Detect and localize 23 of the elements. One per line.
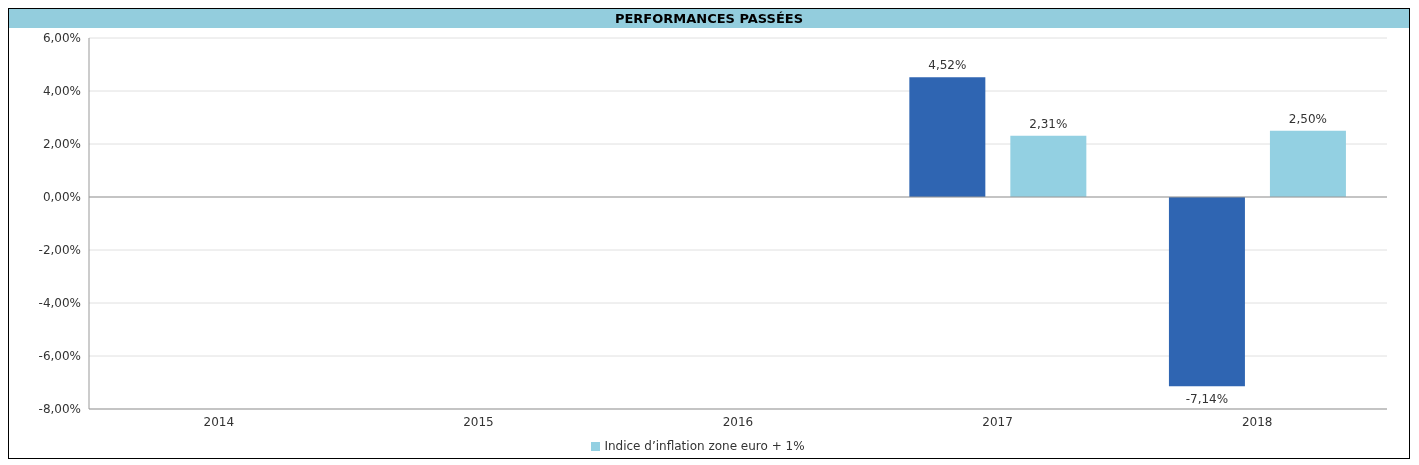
y-tick-label: -4,00% [38, 296, 81, 311]
x-tick-label: 2016 [722, 414, 754, 429]
x-tick-label: 2018 [1241, 414, 1273, 429]
bar [1269, 130, 1346, 197]
x-tick-label: 2014 [203, 414, 235, 429]
y-tick-label: 4,00% [42, 84, 81, 99]
y-tick-label: 0,00% [42, 190, 81, 205]
bar [909, 77, 986, 197]
y-tick-label: 6,00% [42, 31, 81, 46]
x-tick-label: 2015 [463, 414, 494, 429]
data-label: 2,31% [1029, 116, 1068, 131]
y-tick-label: -2,00% [38, 243, 81, 258]
y-tick-label: -8,00% [38, 402, 81, 417]
x-tick-label: 2017 [982, 414, 1013, 429]
data-label: -7,14% [1185, 391, 1229, 406]
bar [1010, 135, 1087, 197]
chart-title: PERFORMANCES PASSÉES [9, 9, 1409, 28]
bar [1168, 197, 1245, 387]
y-tick-label: 2,00% [42, 137, 81, 152]
y-tick-label: -6,00% [38, 349, 81, 364]
legend-label: Indice d’inflation zone euro + 1% [604, 439, 805, 453]
data-label: 4,52% [928, 58, 967, 73]
data-label: 2,50% [1288, 111, 1327, 126]
